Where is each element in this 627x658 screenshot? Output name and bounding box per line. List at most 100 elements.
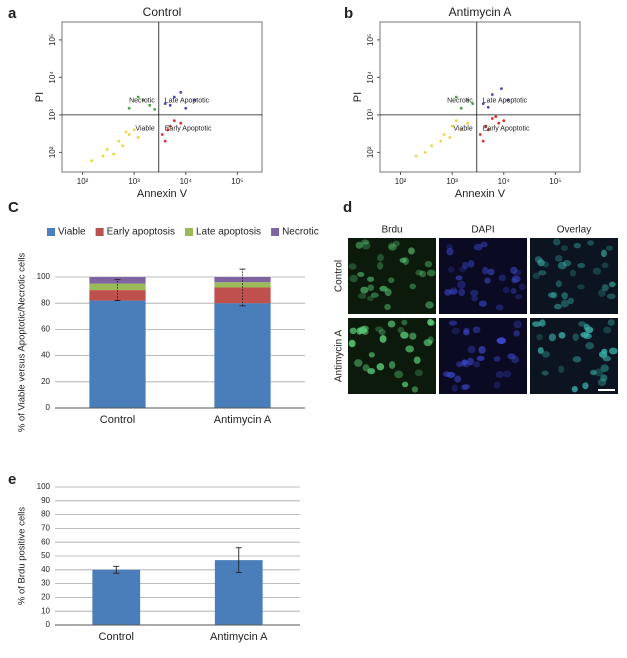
point — [163, 139, 167, 143]
y-tick-label: 0 — [46, 620, 51, 629]
x-tick-label: Control — [100, 414, 135, 426]
nucleus — [427, 318, 434, 326]
point — [179, 90, 183, 94]
point — [132, 128, 136, 132]
nucleus — [590, 369, 597, 376]
point — [141, 98, 145, 102]
nucleus — [388, 243, 397, 251]
nucleus — [560, 245, 569, 252]
nucleus — [578, 321, 586, 327]
point — [481, 139, 485, 143]
point — [486, 128, 490, 132]
y-tick-label: 20 — [41, 377, 50, 386]
nucleus — [555, 280, 562, 288]
x-tick-label: 10⁵ — [549, 177, 561, 186]
legend-label: Early apoptosis — [107, 227, 175, 238]
nucleus — [408, 247, 415, 255]
quadrant-label: Necrotic — [129, 98, 155, 105]
nucleus — [502, 286, 510, 294]
nucleus — [511, 275, 521, 283]
legend-swatch — [95, 228, 104, 236]
y-tick-label: 100 — [37, 482, 51, 491]
nucleus — [397, 326, 405, 334]
nucleus — [602, 355, 611, 362]
nucleus — [367, 295, 374, 302]
point — [486, 105, 490, 109]
nucleus — [384, 303, 391, 311]
nucleus — [427, 336, 434, 344]
point — [506, 98, 510, 102]
panel-label: b — [344, 5, 353, 22]
bar-segment — [89, 283, 146, 291]
y-tick-label: 80 — [41, 510, 50, 519]
nucleus — [532, 321, 541, 327]
nucleus — [460, 361, 467, 367]
nucleus — [541, 351, 550, 358]
quadrant-label: Early Apoptotic — [165, 126, 212, 133]
point — [112, 152, 116, 156]
nucleus — [361, 241, 371, 250]
nucleus — [510, 266, 518, 274]
quadrant-label: Viable — [135, 126, 154, 133]
nucleus — [601, 284, 609, 292]
nucleus — [592, 267, 601, 275]
x-tick-label: 10⁴ — [180, 177, 193, 186]
point — [459, 106, 463, 110]
nucleus — [409, 283, 416, 290]
nucleus — [557, 261, 567, 270]
point — [160, 133, 164, 136]
nucleus — [461, 359, 468, 366]
panel-label: e — [8, 471, 16, 488]
y-tick-label: 20 — [41, 593, 50, 602]
nucleus — [355, 241, 363, 249]
nucleus — [597, 378, 607, 387]
point — [168, 124, 172, 128]
point — [148, 103, 152, 107]
point — [166, 128, 170, 132]
point — [172, 119, 176, 123]
nucleus — [513, 320, 522, 329]
nucleus — [448, 288, 458, 295]
nucleus — [411, 386, 419, 393]
bar-segment — [89, 290, 146, 301]
nucleus — [457, 280, 466, 289]
nucleus — [498, 274, 507, 282]
point — [490, 117, 494, 120]
nucleus — [548, 333, 557, 342]
point — [184, 106, 188, 110]
nucleus — [554, 255, 563, 262]
x-tick-label: Antimycin A — [214, 414, 272, 426]
nucleus — [454, 375, 462, 383]
nucleus — [495, 304, 504, 311]
nucleus — [361, 239, 370, 245]
nucleus — [360, 286, 369, 294]
nucleus — [484, 277, 491, 284]
nucleus — [577, 284, 585, 290]
nucleus — [388, 242, 395, 249]
point — [502, 119, 506, 123]
y-tick-label: 10² — [48, 146, 57, 158]
y-tick-label: 10⁵ — [366, 34, 375, 46]
nucleus — [507, 353, 516, 360]
point — [466, 98, 470, 102]
nucleus — [415, 269, 423, 276]
y-tick-label: 10³ — [366, 109, 375, 121]
nucleus — [561, 292, 568, 300]
point — [439, 139, 443, 143]
nucleus — [470, 289, 479, 297]
point — [430, 144, 434, 148]
point — [179, 121, 183, 125]
nucleus — [367, 368, 376, 375]
nucleus — [562, 260, 572, 267]
y-tick-label: 100 — [37, 272, 51, 281]
nucleus — [478, 345, 486, 354]
y-tick-label: 80 — [41, 298, 50, 307]
nucleus — [567, 297, 574, 305]
nucleus — [608, 347, 618, 355]
nucleus — [362, 364, 370, 372]
nucleus — [387, 320, 396, 328]
nucleus — [388, 361, 396, 369]
nucleus — [573, 242, 581, 249]
point — [450, 124, 454, 128]
point — [117, 139, 121, 143]
